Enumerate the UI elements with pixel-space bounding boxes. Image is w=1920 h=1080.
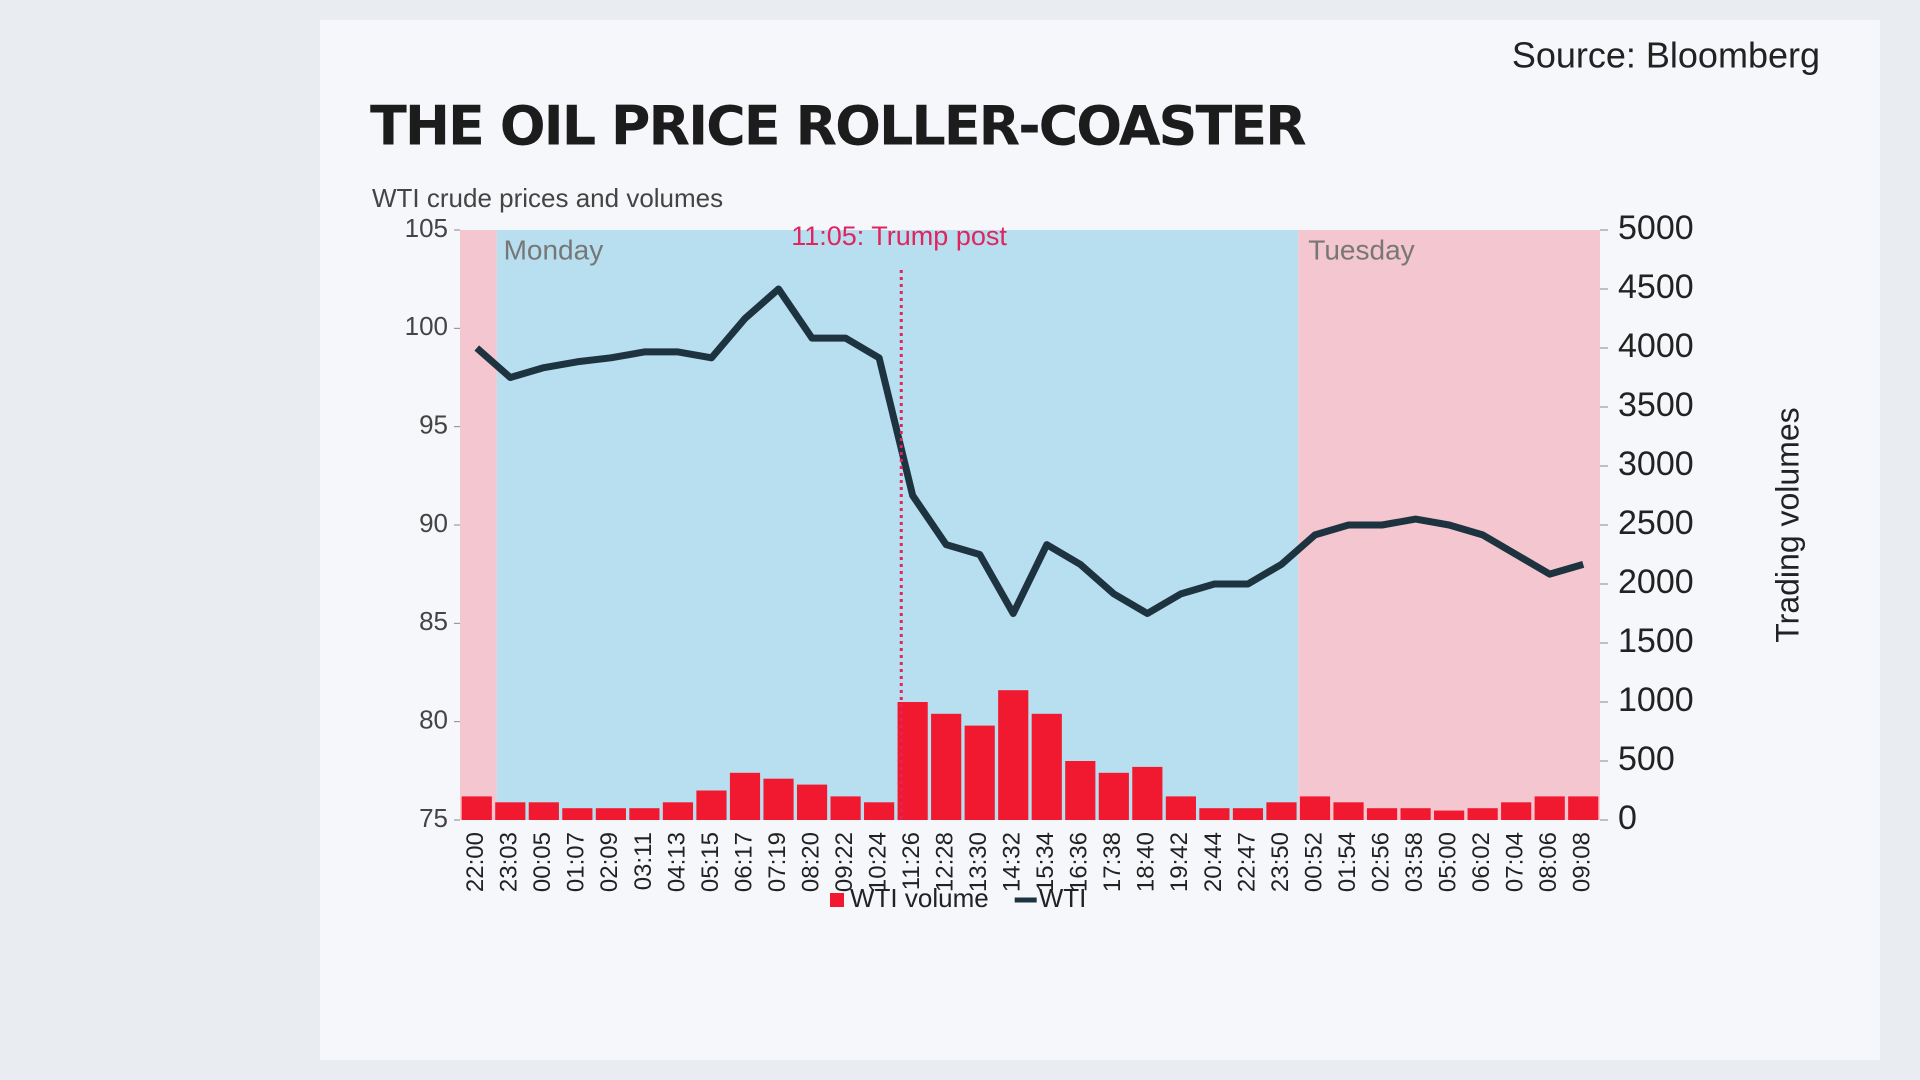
x-tick-label: 09:08: [1569, 832, 1596, 892]
y-tick-label: 85: [419, 606, 448, 636]
price-line: [474, 285, 1585, 617]
x-tick-label: 20:44: [1200, 832, 1227, 892]
volume-bar: [1165, 796, 1196, 820]
volume-bar: [763, 778, 794, 820]
y2-tick-label: 1000: [1618, 681, 1694, 719]
x-tick-label: 07:04: [1502, 832, 1529, 892]
volume-bar: [1299, 796, 1331, 820]
volume-bar: [864, 802, 895, 820]
x-tick-label: 19:42: [1166, 832, 1193, 892]
volume-bar: [1400, 808, 1431, 820]
volume-bar: [662, 802, 694, 820]
y2-tick-label: 1500: [1618, 622, 1694, 660]
y2-tick-label: 2500: [1618, 504, 1694, 542]
volume-bar: [1501, 802, 1532, 820]
x-tick-label: 14:32: [999, 832, 1026, 892]
volume-bar: [964, 725, 995, 820]
x-tick-label: 13:30: [965, 832, 992, 892]
legend-label: WTI volume: [850, 883, 989, 913]
y-tick-label: 80: [419, 705, 448, 735]
y2-tick-label: 4000: [1618, 327, 1694, 365]
y-tick-label: 100: [405, 311, 448, 341]
y2-tick-label: 5000: [1618, 209, 1694, 247]
x-tick-label: 23:50: [1267, 832, 1294, 892]
x-tick-label: 00:05: [529, 832, 556, 892]
volume-bar: [1568, 796, 1599, 820]
day-shade: [460, 230, 497, 820]
volume-bar: [1266, 802, 1297, 820]
x-tick-label: 01:07: [563, 832, 590, 892]
x-tick-label: 22:47: [1233, 832, 1260, 892]
volume-bar: [461, 796, 492, 820]
x-tick-label: 16:36: [1066, 832, 1093, 892]
x-tick-label: 00:52: [1300, 832, 1327, 892]
x-tick-label: 12:28: [932, 832, 959, 892]
volume-bar: [1098, 772, 1129, 820]
day-label: Tuesday: [1308, 234, 1414, 265]
volume-bar: [830, 796, 861, 820]
y-tick-label: 90: [419, 508, 448, 538]
x-tick-label: 10:24: [864, 832, 891, 892]
volume-bar: [1434, 810, 1465, 820]
y2-tick-label: 4500: [1618, 268, 1694, 306]
chart-title: THE OIL PRICE ROLLER-COASTER: [370, 95, 1306, 158]
x-tick-label: 06:02: [1468, 832, 1495, 892]
legend-label: WTI: [1039, 883, 1087, 913]
x-tick-label: 02:09: [596, 832, 623, 892]
x-tick-label: 23:03: [496, 832, 523, 892]
volume-bar: [528, 802, 559, 820]
y2-tick-label: 3000: [1618, 445, 1694, 483]
x-tick-label: 08:06: [1535, 832, 1562, 892]
volume-bar: [998, 690, 1029, 820]
volume-bar: [696, 790, 727, 820]
x-tick-label: 17:38: [1099, 832, 1126, 892]
x-tick-label: 22:00: [462, 832, 489, 892]
volume-bar: [796, 784, 828, 820]
legend-swatch: [830, 893, 844, 907]
x-tick-label: 06:17: [730, 832, 757, 892]
y2-tick-label: 0: [1618, 799, 1637, 837]
volume-bar: [1467, 808, 1498, 820]
y2-axis-label: Trading volumes: [1769, 407, 1805, 642]
y-tick-label: 105: [405, 213, 448, 243]
source: Source: Bloomberg: [1512, 35, 1820, 76]
x-tick-label: 05:00: [1434, 832, 1461, 892]
x-tick-label: 01:54: [1334, 832, 1361, 892]
x-tick-label: 11:26: [898, 832, 925, 890]
x-tick-label: 02:56: [1367, 832, 1394, 892]
y-tick-label: 95: [419, 410, 448, 440]
volume-bar: [562, 808, 593, 820]
y2-tick-label: 3500: [1618, 386, 1694, 424]
volume-bar: [1132, 766, 1163, 820]
volume-bar: [629, 808, 660, 820]
chart-subtitle: WTI crude prices and volumes: [372, 183, 723, 213]
x-tick-label: 09:22: [831, 832, 858, 892]
volume-bar: [1199, 808, 1230, 820]
x-tick-label: 07:19: [764, 832, 791, 892]
day-label: Monday: [504, 234, 604, 265]
volume-bar: [595, 808, 626, 820]
volume-bar: [1366, 808, 1398, 820]
volume-bar: [1333, 802, 1364, 820]
x-tick-label: 03:58: [1401, 832, 1428, 892]
volume-bar: [1031, 713, 1062, 820]
volume-bar: [1065, 761, 1096, 820]
volume-bar: [1534, 796, 1565, 820]
volume-bar: [495, 802, 526, 820]
x-tick-label: 04:13: [663, 832, 690, 892]
x-tick-label: 08:20: [797, 832, 824, 892]
y2-tick-label: 2000: [1618, 563, 1694, 601]
x-tick-label: 05:15: [697, 832, 724, 892]
x-tick-label: 18:40: [1133, 832, 1160, 892]
event-label: 11:05: Trump post: [791, 221, 1007, 251]
volume-bar: [1232, 808, 1264, 820]
y-tick-label: 75: [419, 803, 448, 833]
volume-bar: [729, 772, 761, 820]
volume-bar: [931, 713, 962, 820]
x-tick-label: 15:34: [1032, 832, 1059, 892]
y2-tick-label: 500: [1618, 740, 1675, 778]
x-tick-label: 03:11: [630, 832, 657, 890]
